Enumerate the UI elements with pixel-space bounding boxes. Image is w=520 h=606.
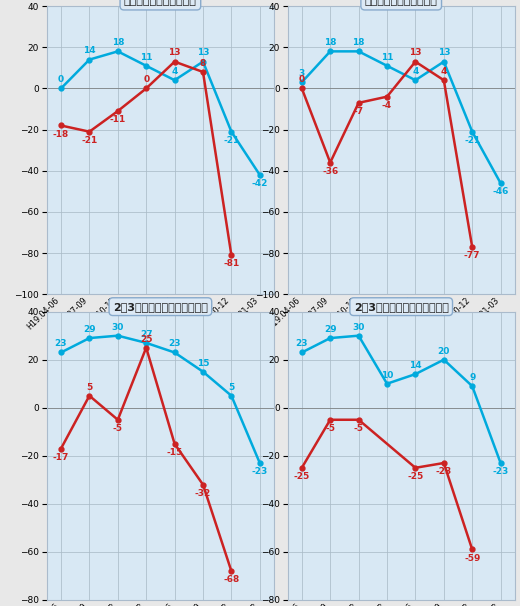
Text: 18: 18 <box>112 38 124 47</box>
Text: -77: -77 <box>464 251 480 260</box>
Text: -25: -25 <box>407 472 423 481</box>
Text: 20: 20 <box>438 347 450 356</box>
Text: 14: 14 <box>83 47 96 55</box>
Text: 9: 9 <box>469 373 475 382</box>
Text: 2－3階建て賛貸住宅受注戸数: 2－3階建て賛貸住宅受注戸数 <box>113 302 208 311</box>
Text: 戸建て分譲住宅受注戸数: 戸建て分譲住宅受注戸数 <box>124 0 197 6</box>
Text: 8: 8 <box>200 59 206 68</box>
Text: -5: -5 <box>325 424 335 433</box>
Text: -81: -81 <box>223 259 240 268</box>
Text: -5: -5 <box>113 424 123 433</box>
Text: 0: 0 <box>299 75 305 84</box>
Text: 23: 23 <box>55 339 67 348</box>
Text: -17: -17 <box>53 453 69 462</box>
Text: 13: 13 <box>437 48 450 58</box>
Text: 11: 11 <box>381 53 393 62</box>
Text: -23: -23 <box>492 467 509 476</box>
Text: 14: 14 <box>409 361 422 370</box>
Text: 30: 30 <box>353 322 365 331</box>
Text: 25: 25 <box>140 335 152 344</box>
Text: -59: -59 <box>464 554 480 562</box>
Text: -21: -21 <box>223 136 240 145</box>
Text: -5: -5 <box>354 424 363 433</box>
Text: 23: 23 <box>168 339 181 348</box>
Text: -36: -36 <box>322 167 339 176</box>
Text: -23: -23 <box>436 467 452 476</box>
Text: 0: 0 <box>58 75 64 84</box>
Text: 18: 18 <box>353 38 365 47</box>
Text: 4: 4 <box>440 67 447 76</box>
Text: -11: -11 <box>110 115 126 124</box>
Text: 10: 10 <box>381 370 393 379</box>
Text: 11: 11 <box>140 53 152 62</box>
Text: 18: 18 <box>324 38 336 47</box>
Text: -18: -18 <box>53 130 69 139</box>
Text: -21: -21 <box>81 136 98 145</box>
Text: 30: 30 <box>112 322 124 331</box>
Text: 3: 3 <box>298 69 305 78</box>
Text: 5: 5 <box>86 382 93 391</box>
Text: 29: 29 <box>324 325 336 334</box>
Text: 23: 23 <box>295 339 308 348</box>
Text: 4: 4 <box>172 67 178 76</box>
Text: 13: 13 <box>197 48 209 58</box>
Text: -21: -21 <box>464 136 480 145</box>
Text: -15: -15 <box>166 448 183 457</box>
Text: 2－3階建て賛貸住宅受注金額: 2－3階建て賛貸住宅受注金額 <box>354 302 449 311</box>
Text: 5: 5 <box>228 382 235 391</box>
Text: 13: 13 <box>168 48 181 58</box>
Text: 27: 27 <box>140 330 152 339</box>
Text: -68: -68 <box>223 575 240 584</box>
Text: 15: 15 <box>197 359 209 368</box>
Text: 0: 0 <box>143 75 149 84</box>
Text: -32: -32 <box>195 489 211 498</box>
Text: 13: 13 <box>409 48 422 58</box>
Text: -7: -7 <box>354 107 363 116</box>
Text: -25: -25 <box>294 472 310 481</box>
Text: 4: 4 <box>412 67 419 76</box>
Text: -4: -4 <box>382 101 392 110</box>
Text: -46: -46 <box>492 187 509 196</box>
Text: -23: -23 <box>252 467 268 476</box>
Text: 29: 29 <box>83 325 96 334</box>
Text: 戸建て分譲住宅受注金額: 戸建て分譲住宅受注金額 <box>365 0 438 6</box>
Text: -42: -42 <box>252 179 268 188</box>
